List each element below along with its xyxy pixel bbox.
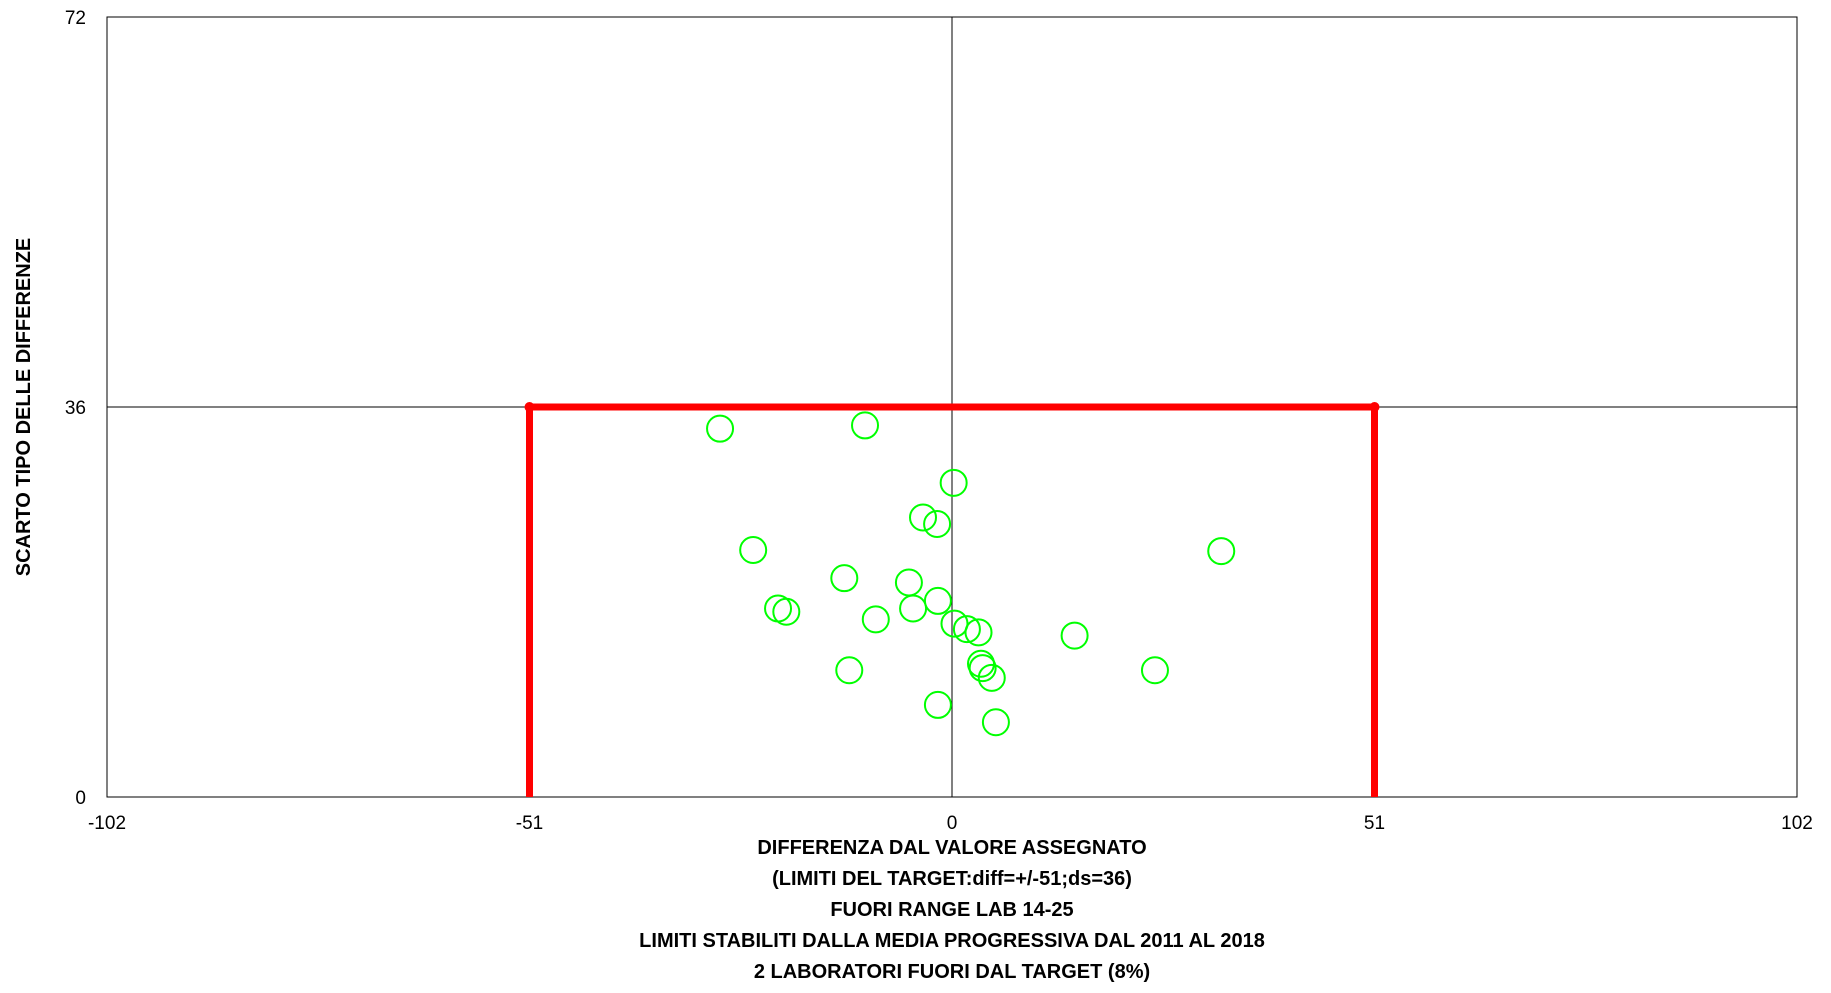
target-limit-line [526,403,1378,797]
y-tick-label: 72 [65,8,86,29]
data-point [835,656,864,685]
x-tick-label: -51 [516,813,543,834]
data-point [968,654,997,683]
data-point [923,586,952,615]
data-point [909,503,938,532]
data-point [940,609,969,638]
data-point [739,536,768,564]
x-axis-title-line: (LIMITI DEL TARGET:diff=+/-51;ds=36) [772,868,1132,890]
x-tick-label: 102 [1781,813,1813,834]
target-box [524,402,1380,797]
y-tick-label: 0 [75,788,86,809]
x-tick-label: 51 [1364,813,1385,834]
data-point [851,411,880,440]
x-axis-title-line: LIMITI STABILITI DALLA MEDIA PROGRESSIVA… [639,930,1265,952]
data-point [981,708,1010,737]
data-point [977,663,1006,692]
data-point [923,510,952,538]
data-points [706,411,1236,737]
data-point [939,468,968,497]
y-axis-title: SCARTO TIPO DELLE DIFFERENZE [13,238,35,577]
x-axis-title-line: 2 LABORATORI FUORI DAL TARGET (8%) [754,961,1150,983]
target-corner-marker [524,402,535,412]
data-point [923,690,952,719]
data-point [830,564,859,593]
x-axis-title: DIFFERENZA DAL VALORE ASSEGNATO (LIMITI D… [639,837,1265,983]
x-axis-title-line: FUORI RANGE LAB 14-25 [830,899,1073,921]
data-point [1060,621,1089,650]
tick-labels: -102 -51 0 51 102 0 36 72 [65,8,1813,834]
y-tick-label: 36 [65,398,86,419]
data-point [1140,656,1169,685]
x-axis-title-line: DIFFERENZA DAL VALORE ASSEGNATO [757,837,1146,859]
data-point [861,605,890,634]
x-tick-label: -102 [88,813,126,834]
x-tick-label: 0 [947,813,958,834]
data-point [899,594,928,623]
data-point [964,618,993,647]
data-point [706,414,735,443]
data-point [1207,537,1236,566]
data-point [952,615,981,644]
data-point [772,597,801,626]
target-corner-marker [1369,402,1380,412]
